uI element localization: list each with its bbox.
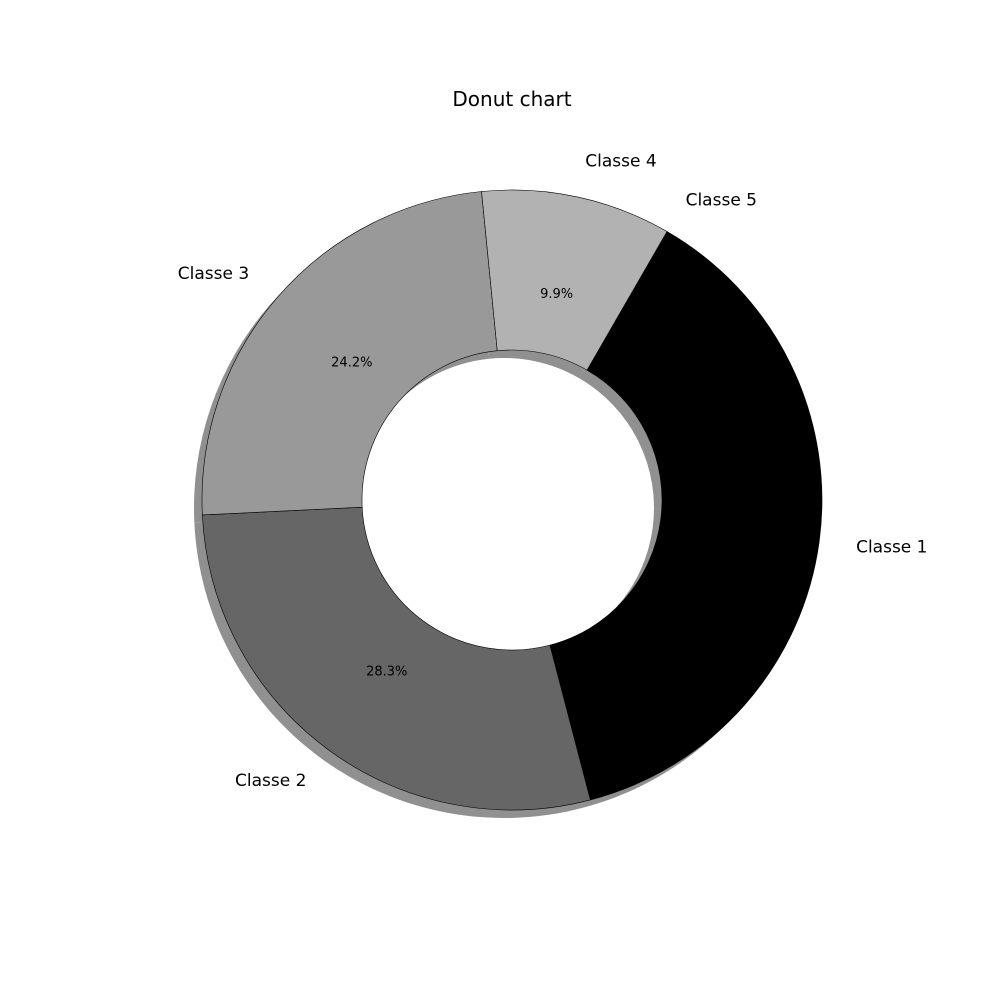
label-classe-2: Classe 2 xyxy=(235,771,306,791)
label-classe-5: Classe 5 xyxy=(686,190,757,210)
label-classe-4: Classe 4 xyxy=(585,152,656,172)
pct-label-classe-2: 28.3% xyxy=(366,665,407,680)
chart-title: Donut chart xyxy=(452,87,571,111)
label-classe-1: Classe 1 xyxy=(856,537,927,557)
slice-classe-3 xyxy=(201,191,498,516)
donut-slices xyxy=(201,189,823,811)
pct-label-classe-3: 24.2% xyxy=(331,356,372,371)
slice-classe-4 xyxy=(481,189,668,371)
slice-classe-1 xyxy=(549,231,823,801)
label-classe-3: Classe 3 xyxy=(178,264,249,284)
slice-labels: Classe 1 Classe 2 28.3% Classe 3 24.2% Classe… xyxy=(178,152,928,791)
slice-classe-2 xyxy=(202,506,591,811)
pct-label-classe-4: 9.9% xyxy=(540,287,573,302)
